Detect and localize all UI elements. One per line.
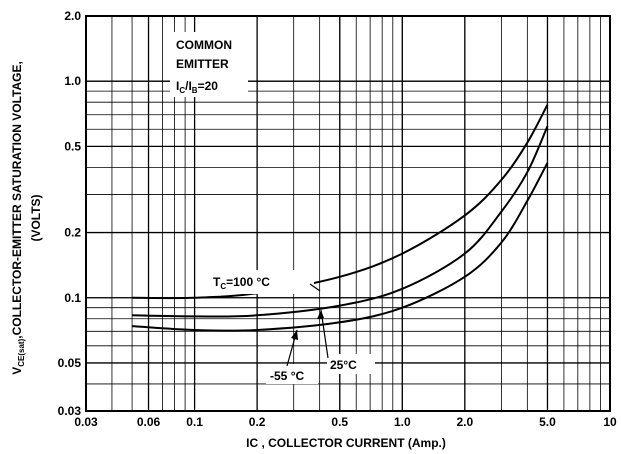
x-tick-label: 10 bbox=[603, 415, 617, 429]
grid-minor bbox=[86, 16, 610, 411]
annotation-line-3: IC/IB=20 bbox=[176, 79, 218, 95]
x-tick-label: 1.0 bbox=[394, 415, 411, 429]
y-tick-label: 1.0 bbox=[64, 74, 81, 88]
x-tick-label: 0.5 bbox=[331, 415, 348, 429]
series-label-bg-25c bbox=[327, 354, 375, 374]
y-axis-label-units: (VOLTS) bbox=[29, 194, 43, 241]
series-label-100c: TC=100 °C bbox=[213, 275, 270, 291]
plot-frame bbox=[85, 15, 611, 412]
grid-major bbox=[86, 16, 610, 411]
y-tick-label: 0.03 bbox=[58, 404, 82, 418]
x-axis-label: IC , COLLECTOR CURRENT (Amp.) bbox=[246, 436, 446, 450]
series-label-bg-100c bbox=[204, 270, 314, 294]
x-tick-label: 0.2 bbox=[249, 415, 266, 429]
series-line-0 bbox=[132, 104, 549, 300]
x-tick-label: 0.06 bbox=[137, 415, 161, 429]
y-tick-label: 0.05 bbox=[58, 356, 82, 370]
series-label-m55c: -55 °C bbox=[270, 369, 304, 383]
series-label-bg-m55c bbox=[266, 364, 318, 384]
arrow-head-m55c bbox=[291, 330, 298, 340]
series-group bbox=[132, 104, 549, 332]
annotation-line-1: COMMON bbox=[176, 38, 232, 52]
x-tick-label: 5.0 bbox=[539, 415, 556, 429]
series-line-2 bbox=[132, 162, 549, 332]
y-tick-label: 2.0 bbox=[64, 9, 81, 23]
x-tick-label: 0.03 bbox=[74, 415, 98, 429]
y-tick-label: 0.2 bbox=[64, 226, 81, 240]
arrow-head-25c bbox=[317, 310, 324, 319]
x-tick-label: 0.1 bbox=[186, 415, 203, 429]
y-axis-label: VCE(sat),COLLECTOR-EMITTER SATURATION VO… bbox=[10, 61, 26, 375]
annotation-box-bg bbox=[170, 32, 248, 97]
x-tick-labels: 0.03 0.06 0.1 0.2 0.5 1.0 2.0 5.0 10 bbox=[74, 415, 617, 429]
x-tick-label: 2.0 bbox=[456, 415, 473, 429]
y-tick-label: 0.5 bbox=[64, 139, 81, 153]
series-line-1 bbox=[132, 125, 549, 318]
y-tick-labels: 0.03 0.05 0.1 0.2 0.5 1.0 2.0 bbox=[58, 9, 82, 418]
annotation-line-2: EMITTER bbox=[176, 57, 229, 71]
series-label-25c: 25°C bbox=[330, 358, 357, 372]
y-tick-label: 0.1 bbox=[64, 291, 81, 305]
series-pointer-100c bbox=[309, 283, 321, 292]
